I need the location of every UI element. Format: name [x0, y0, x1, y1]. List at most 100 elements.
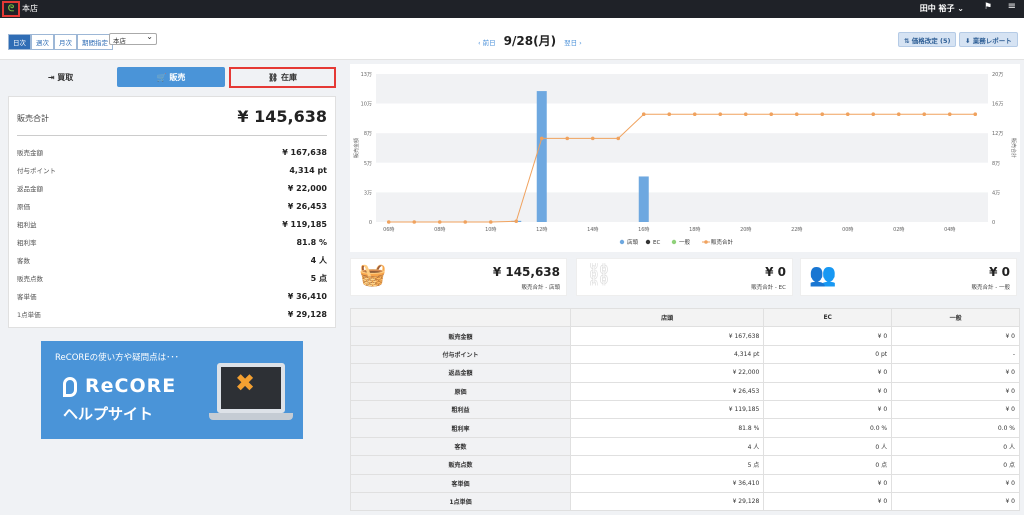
tab-custom-range[interactable]: 期間指定 [77, 34, 113, 50]
summary-row-label: 客単価 [17, 293, 37, 301]
point-total [463, 220, 468, 224]
summary-row-value: 5 点 [310, 273, 327, 283]
prev-day-link[interactable]: ‹ 前日 [478, 39, 496, 47]
y-tick-right: 4万 [992, 190, 1000, 196]
table-cell: 付与ポイント [350, 344, 571, 365]
legend-marker [671, 239, 677, 245]
point-total [820, 112, 825, 117]
users-icon: 👥 [809, 263, 837, 288]
x-tick: 22時 [791, 227, 802, 233]
summary-row-value: ¥ 29,128 [287, 309, 327, 319]
banner-tagline: ReCOREの使い方や疑問点は･･･ [55, 353, 179, 363]
x-tick: 02時 [893, 227, 904, 233]
store-name: 本店 [22, 4, 38, 13]
table-row: 1点単価 ¥ 29,128 ¥ 0 ¥ 0 [350, 491, 1020, 512]
y-tick-right: 20万 [992, 72, 1003, 78]
table-cell: 客数 [350, 436, 571, 457]
flag-icon[interactable]: ⚑ [983, 2, 992, 12]
table-cell: 0 人 [763, 436, 893, 457]
next-day-link[interactable]: 翌日 › [564, 39, 582, 47]
summary-row-value: ¥ 26,453 [287, 201, 327, 211]
business-report-button[interactable]: ⬇ 業務レポート [959, 32, 1018, 47]
legend-marker [619, 239, 625, 245]
table-cell: 粗利率 [350, 418, 571, 438]
tab-purchase[interactable]: ⇥ 買取 [47, 72, 74, 82]
table-cell: ¥ 0 [763, 363, 893, 383]
table-cell: 0 点 [763, 455, 893, 475]
x-tick: 08時 [434, 227, 445, 233]
point-total [565, 136, 570, 141]
summary-row-label: 1点単価 [17, 311, 41, 319]
tab-daily[interactable]: 日次 [8, 34, 31, 50]
point-total [743, 112, 748, 117]
tab-weekly[interactable]: 週次 [31, 34, 54, 50]
table-cell: ¥ 0 [891, 363, 1020, 383]
table-cell: ¥ 36,410 [569, 473, 765, 493]
table-cell: ¥ 22,000 [569, 363, 765, 383]
y-tick-left: 0 [369, 220, 372, 226]
summary-row-value: ¥ 22,000 [287, 183, 327, 193]
stat-value: ¥ 0 [765, 265, 786, 279]
tab-monthly[interactable]: 月次 [54, 34, 77, 50]
x-tick: 16時 [638, 227, 649, 233]
help-site-banner[interactable]: ReCOREの使い方や疑問点は･･･ ReCORE ヘルプサイト ✖ [41, 341, 303, 439]
table-cell: 4 人 [569, 436, 765, 457]
legend-marker [704, 240, 708, 244]
hourly-sales-chart: 0 3万 5万 8万 10万 13万 0 4万 8万 12万 16万 20万 販売金額 販売合計 06時 08… [350, 64, 1020, 252]
period-selector: 日次 週次 月次 期間指定 [8, 34, 113, 50]
summary-row-label: 粗利率 [17, 239, 37, 247]
table-cell: 客単価 [350, 473, 571, 493]
table-row: 粗利率 81.8 % 0.0 % 0.0 % [350, 418, 1020, 438]
y-tick-right: 12万 [992, 131, 1003, 137]
tab-inventory[interactable]: ⛓ 在庫 [229, 67, 336, 88]
table-row: 販売金額 ¥ 167,638 ¥ 0 ¥ 0 [350, 326, 1020, 346]
summary-row-value: ¥ 119,185 [282, 219, 327, 229]
store-select[interactable]: 本店 [109, 32, 157, 45]
point-total [539, 136, 544, 141]
table-row: 返品金額 ¥ 22,000 ¥ 0 ¥ 0 [350, 363, 1020, 383]
column-header [350, 307, 571, 328]
legend-label: 一般 [679, 238, 691, 246]
table-cell: 原価 [350, 381, 571, 401]
summary-row-label: 原価 [17, 203, 30, 211]
table-cell: ¥ 0 [763, 326, 893, 346]
table-cell: ¥ 119,185 [569, 399, 765, 420]
hamburger-menu-icon[interactable]: ≡ [1007, 1, 1016, 12]
table-cell: 0.0 % [891, 418, 1020, 438]
user-menu[interactable]: 田中 裕子 ⌄ [919, 4, 964, 13]
tab-sales[interactable]: 🛒 販売 [117, 67, 225, 87]
y-tick-left: 13万 [361, 72, 372, 78]
tools-icon: ✖ [235, 369, 256, 397]
grid-band [376, 74, 988, 104]
point-total [412, 220, 417, 224]
table-cell: - [891, 344, 1020, 365]
summary-row-label: 販売金額 [17, 149, 43, 157]
table-cell: 0.0 % [763, 418, 893, 438]
summary-row-value: ¥ 167,638 [282, 147, 327, 157]
app-logo[interactable]: ᘓ [2, 1, 20, 17]
recore-logo-icon [63, 377, 77, 397]
summary-row-label: 返品金額 [17, 185, 43, 193]
price-revision-button[interactable]: ⇅ 価格改定 (5) [898, 32, 957, 47]
y-tick-right: 8万 [992, 161, 1000, 167]
summary-row-value: 4 人 [310, 255, 327, 265]
table-cell: 粗利益 [350, 399, 571, 420]
x-tick: 18時 [689, 227, 700, 233]
table-cell: ¥ 0 [763, 381, 893, 401]
table-cell: 4,314 pt [569, 344, 765, 365]
y-tick-left: 10万 [361, 102, 372, 108]
summary-title: 販売合計 [17, 114, 49, 123]
summary-row: 付与ポイント 4,314 pt [17, 161, 327, 179]
bar-store [536, 91, 547, 222]
y-axis-label-left: 販売金額 [353, 138, 360, 158]
divider [17, 135, 327, 136]
point-total [692, 112, 697, 117]
date-navigation: ‹ 前日 9/28(月) 翌日 › [478, 32, 582, 49]
sales-summary-card: 販売合計 ¥ 145,638 販売金額 ¥ 167,638 付与ポイント 4,314 … [8, 96, 336, 328]
banner-brand: ReCORE [85, 375, 177, 397]
y-axis-label-right: 販売合計 [1010, 138, 1017, 158]
table-cell: ¥ 0 [891, 491, 1020, 512]
table-cell: 販売金額 [350, 326, 571, 346]
x-tick: 12時 [536, 227, 547, 233]
